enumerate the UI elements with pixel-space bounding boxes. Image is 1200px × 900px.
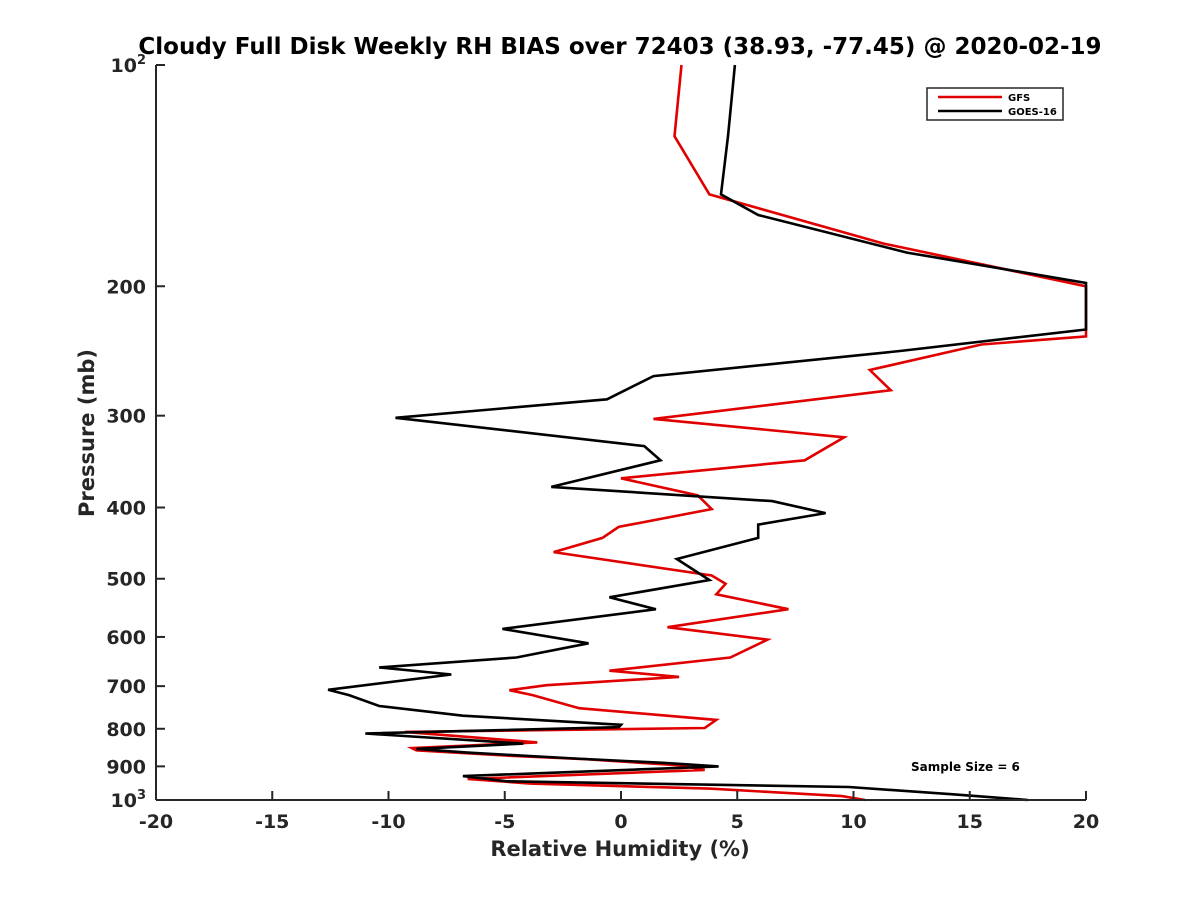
legend-box <box>926 87 1064 121</box>
series-lines <box>327 64 1088 802</box>
y-tick-label: 300 <box>106 406 146 428</box>
legend-label-goes16: GOES-16 <box>1008 107 1057 118</box>
x-tick-label: -10 <box>371 811 405 833</box>
series-line-gfs <box>404 64 1088 802</box>
series-line-goes-16 <box>327 64 1088 802</box>
y-tick-label: 400 <box>106 498 146 520</box>
legend: GFS GOES-16 <box>926 87 1064 121</box>
y-tick-label: 600 <box>106 627 146 649</box>
y-axis-label: Pressure (mb) <box>75 349 99 517</box>
sample-size-annotation: Sample Size = 6 <box>911 760 1020 774</box>
x-tick-label: 20 <box>1073 811 1099 833</box>
y-tick-label: 102 <box>111 53 147 77</box>
x-tick-label: 15 <box>957 811 983 833</box>
y-tick-label: 700 <box>106 676 146 698</box>
x-tick-label: -20 <box>139 811 173 833</box>
x-tick-label: 0 <box>614 811 627 833</box>
x-axis-label: Relative Humidity (%) <box>490 837 749 861</box>
x-tick-label: -15 <box>255 811 289 833</box>
x-tick-label: 5 <box>731 811 744 833</box>
y-tick-label: 800 <box>106 719 146 741</box>
chart-title: Cloudy Full Disk Weekly RH BIAS over 724… <box>138 34 1101 60</box>
x-tick-label: 10 <box>840 811 866 833</box>
legend-label-gfs: GFS <box>1008 93 1030 104</box>
y-ticks: 102 200 300 400 500 600 700 800 900 103 <box>106 53 165 812</box>
axes <box>155 65 1086 801</box>
x-ticks: -20 -15 -10 -5 0 5 10 15 20 <box>139 791 1099 833</box>
y-tick-label: 900 <box>106 756 146 778</box>
y-tick-label: 103 <box>111 788 147 812</box>
y-tick-label: 500 <box>106 569 146 591</box>
y-tick-label: 200 <box>106 276 146 298</box>
x-tick-label: -5 <box>494 811 515 833</box>
